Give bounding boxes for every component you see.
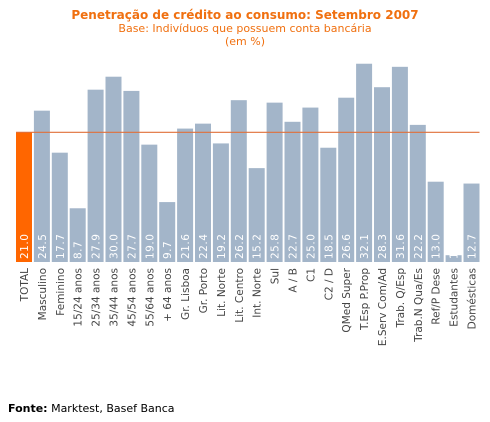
bar [302,107,319,263]
x-tick-label: Int. Norte [252,268,264,318]
bar [391,66,408,262]
x-tick-label: Lit. Centro [234,268,246,323]
x-tick-label: QMed Super [341,267,353,332]
data-label: 19.2 [216,234,228,259]
bar [374,87,390,263]
bar [427,181,444,262]
data-label: 22.4 [198,234,210,259]
data-label: 21.0 [19,234,31,259]
x-tick-label: Trab. Q/Esp [395,268,407,329]
x-tick-label: E.Serv Com/Ad [377,268,389,346]
bar [69,208,86,262]
category-labels-group: TOTAL Masculino Feminino 15/24 anos 25/34 an… [19,267,479,346]
data-label: 19.0 [144,234,156,259]
data-label: 21.6 [180,234,192,259]
x-tick-label: Sul [270,268,282,284]
data-label: 1.1 [449,241,461,259]
bar [463,183,480,262]
data-label: 28.3 [377,234,389,259]
data-label: 9.7 [162,241,174,259]
data-label: 17.7 [55,234,67,259]
data-label: 13.0 [431,234,443,259]
x-tick-label: TOTAL [19,268,31,302]
bar [338,97,355,263]
x-tick-label: 35/44 anos [109,268,121,327]
chart-unit-label: (em %) [224,35,265,48]
x-tick-label: Lit. Norte [216,268,228,317]
data-label: 18.5 [323,234,335,259]
x-tick-label: Gr. Lisboa [180,268,192,320]
x-tick-label: Trab.N Qua/Es [413,268,425,343]
x-tick-label: A / B [288,268,300,293]
bar [320,147,337,262]
data-label: 22.2 [413,234,425,259]
bar [248,168,265,262]
data-label: 22.7 [288,234,300,259]
x-tick-label: Ref/P Dese [431,268,443,325]
data-label: 25.0 [305,234,317,259]
bars-group [16,63,480,263]
bar [266,102,283,262]
x-tick-label: Domésticas [467,268,479,329]
bar [195,123,211,262]
data-label: 15.2 [252,234,264,259]
chart-header: Penetração de crédito ao consumo: Setemb… [0,8,490,48]
bar [230,100,247,262]
x-tick-label: Masculino [37,268,49,320]
x-tick-label: 15/24 anos [73,268,85,327]
x-tick-label: C2 / D [323,268,335,300]
bar [356,63,373,263]
chart-subtitle: Base: Indivíduos que possuem conta bancá… [118,22,372,35]
bar [212,143,229,262]
bar [284,121,301,262]
data-label: 8.7 [73,241,85,259]
bar [123,90,140,262]
data-label: 27.7 [126,234,138,259]
data-label: 30.0 [109,234,121,259]
data-label: 32.1 [359,234,371,259]
chart-title: Penetração de crédito ao consumo: Setemb… [71,8,419,22]
source-label: Fonte: [8,402,48,415]
bar [445,255,462,262]
data-label: 26.6 [341,234,353,259]
x-tick-label: Feminino [55,268,67,316]
x-tick-label: Estudantes [449,268,461,327]
data-label: 26.2 [234,234,246,259]
bar [51,152,68,262]
source-text: Marktest, Basef Banca [51,402,175,415]
x-tick-label: Gr. Porto [198,268,210,313]
bar [105,76,122,263]
x-tick-label: C1 [305,268,317,282]
data-label: 25.8 [270,234,282,259]
x-tick-label: + 64 anos [162,268,174,322]
data-label: 12.7 [467,234,479,259]
bar [409,124,426,262]
data-label: 27.9 [91,234,103,259]
source-note: Fonte: Marktest, Basef Banca [8,402,175,415]
bar [141,144,158,262]
x-tick-label: 25/34 anos [91,268,103,327]
x-tick-label: T.Esp P.Prop [359,268,371,331]
value-labels-group: 21.0 24.5 17.7 8.7 27.9 30.0 27.7 19.0 9.7 21.6 22… [19,234,479,259]
x-tick-label: 45/54 anos [126,268,138,327]
bar [33,110,50,262]
data-label: 31.6 [395,234,407,259]
x-tick-label: 55/64 anos [144,268,156,327]
data-label: 24.5 [37,234,49,259]
bar [177,128,194,262]
bar [159,202,176,262]
bar-total [16,132,32,262]
